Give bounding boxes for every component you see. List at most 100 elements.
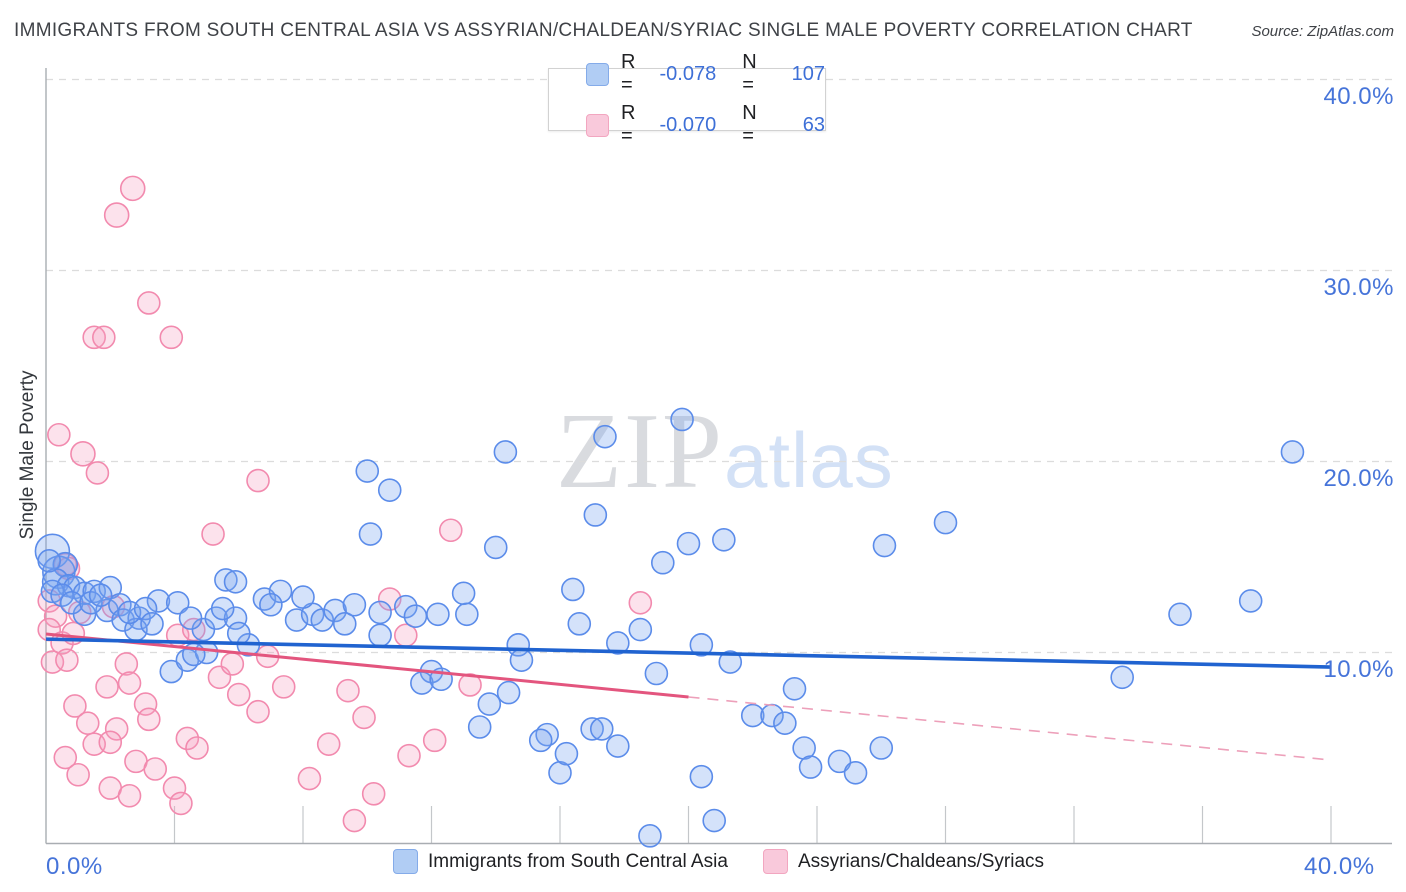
pink-point: [66, 762, 90, 787]
blue-point: [493, 440, 518, 464]
blue-point: [670, 407, 694, 432]
legend-row-blue: R = -0.078 N = 107: [586, 51, 825, 97]
pink-point: [458, 673, 482, 697]
blue-point: [291, 585, 315, 609]
blue-point: [133, 596, 158, 621]
blue-point: [467, 715, 492, 739]
blue-point: [310, 608, 335, 632]
blue-point: [477, 692, 502, 716]
blue-point: [88, 583, 113, 608]
r-value: -0.078: [659, 62, 717, 85]
pink-point: [175, 726, 200, 751]
pink-point: [352, 705, 376, 730]
blue-point: [644, 661, 669, 686]
blue-point: [210, 596, 235, 621]
blue-point: [628, 617, 653, 642]
blue-point: [689, 633, 714, 657]
blue-point: [323, 598, 347, 623]
pink-series-swatch: [763, 849, 788, 874]
bottom-legend-pink-label: Assyrians/Chaldeans/Syriacs: [798, 850, 1045, 872]
pink-point: [103, 202, 130, 228]
n-label: N =: [742, 51, 757, 96]
pink-point: [226, 682, 251, 707]
blue-point: [1110, 665, 1134, 690]
blue-point: [593, 424, 617, 449]
blue-series-swatch: [393, 849, 418, 874]
blue-point: [1280, 440, 1305, 464]
blue-point: [689, 764, 714, 789]
pink-point: [92, 325, 116, 350]
bottom-legend-blue-label: Immigrants from South Central Asia: [428, 850, 728, 872]
pink-point: [53, 745, 78, 770]
pink-point: [397, 743, 421, 768]
pink-point: [316, 732, 341, 756]
blue-point: [159, 659, 184, 684]
pink-point: [85, 461, 110, 485]
pink-point: [143, 757, 168, 781]
pink-point: [43, 604, 68, 629]
pink-point: [114, 652, 139, 676]
bottom-legend-blue: Immigrants from South Central Asia: [393, 849, 728, 874]
blue-point: [178, 606, 203, 630]
y-tick-label-10: 10.0%: [1323, 656, 1394, 683]
n-label: N =: [742, 102, 757, 147]
y-tick-label-30: 30.0%: [1323, 274, 1394, 301]
pink-point: [63, 694, 87, 718]
pink-point: [246, 468, 270, 493]
pink-point: [98, 730, 123, 755]
pink-point: [82, 325, 106, 350]
pink-point: [47, 422, 71, 447]
blue-point: [50, 583, 74, 608]
correlation-legend: R = -0.078 N = 107 R = -0.070 N = 63: [548, 51, 826, 147]
y-axis-title: Single Male Poverty: [17, 370, 38, 540]
n-value: 63: [802, 113, 826, 136]
pink-trend-line: [45, 632, 689, 699]
blue-point: [377, 478, 402, 502]
blue-point: [1168, 602, 1192, 627]
blue-point: [226, 621, 251, 646]
blue-point: [358, 522, 383, 546]
blue-point: [676, 531, 701, 556]
bottom-legend-pink: Assyrians/Chaldeans/Syriacs: [763, 849, 1044, 874]
blue-point: [59, 591, 84, 615]
blue-point: [496, 680, 521, 705]
blue-point: [580, 717, 604, 741]
blue-point: [638, 824, 662, 848]
blue-point: [702, 808, 727, 833]
blue-point: [214, 568, 238, 592]
pink-series-swatch: [586, 113, 609, 137]
pink-point: [75, 711, 100, 735]
pink-point: [104, 717, 129, 741]
blue-point: [410, 671, 434, 695]
blue-point: [403, 604, 428, 629]
blue-point: [554, 741, 579, 766]
blue-point: [773, 711, 797, 735]
blue-point: [843, 761, 868, 785]
r-label: R =: [621, 102, 636, 147]
pink-point: [185, 736, 209, 760]
blue-point: [268, 579, 293, 604]
blue-point: [223, 570, 248, 594]
blue-point: [355, 459, 380, 483]
pink-point: [117, 783, 142, 808]
blue-point: [782, 676, 807, 701]
blue-trend-line: [45, 637, 1332, 669]
blue-point: [528, 728, 553, 753]
watermark-zip: ZIP: [556, 392, 724, 511]
blue-point: [561, 577, 585, 602]
pink-point: [422, 728, 447, 753]
pink-point: [361, 782, 386, 806]
blue-point: [259, 592, 283, 617]
pink-point: [119, 175, 146, 202]
blue-point: [368, 600, 392, 625]
blue-point: [827, 749, 852, 774]
blue-point: [223, 606, 248, 630]
blue-point: [108, 592, 132, 617]
x-min-label: 0.0%: [46, 853, 103, 880]
pink-point: [271, 675, 296, 699]
blue-point: [509, 648, 534, 672]
pink-point: [628, 591, 653, 615]
pink-point: [133, 692, 158, 716]
blue-point: [140, 612, 164, 636]
